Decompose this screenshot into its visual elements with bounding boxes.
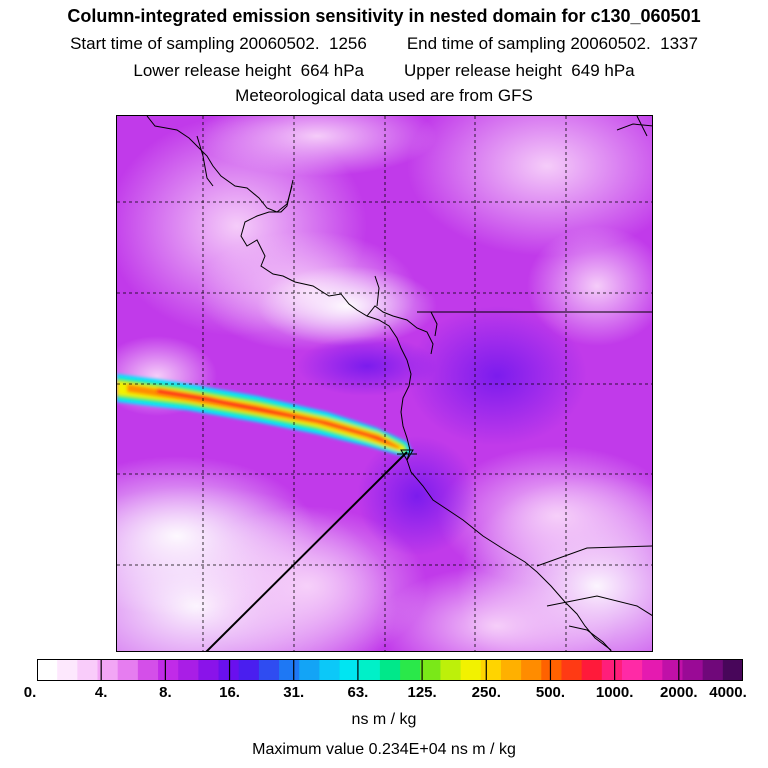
release-height-line: Lower release height 664 hPa Upper releas…: [0, 61, 768, 81]
colorbar-swatch: [581, 659, 603, 681]
sampling-time-line: Start time of sampling 20060502. 1256 End…: [0, 34, 768, 54]
max-value-label: Maximum value 0.234E+04 ns m / kg: [252, 741, 516, 758]
colorbar-swatch: [37, 659, 58, 681]
sensitivity-field: [117, 116, 652, 651]
map-frame: [116, 115, 653, 652]
start-time-label: Start time of sampling: [70, 34, 235, 53]
colorbar-swatch: [500, 659, 522, 681]
colorbar-swatch: [57, 659, 78, 681]
colorbar-swatch: [561, 659, 583, 681]
start-time-value: 20060502. 1256: [239, 34, 367, 53]
colorbar-swatch: [238, 659, 260, 681]
colorbar-swatch: [279, 659, 300, 681]
colorbar-swatch: [440, 659, 462, 681]
coastlines: [146, 116, 652, 651]
map-plot: [117, 116, 652, 651]
colorbar-swatch: [480, 659, 502, 681]
colorbar-tick-label: 16.: [219, 684, 240, 701]
colorbar-swatch: [702, 659, 724, 681]
colorbar-swatch: [137, 659, 159, 681]
colorbar-swatch: [198, 659, 220, 681]
colorbar-swatch: [682, 659, 704, 681]
end-time-label: End time of sampling: [406, 34, 566, 53]
colorbar-swatch: [460, 659, 482, 681]
upper-height-label: Upper release height: [404, 61, 562, 80]
trajectory-line: [205, 451, 408, 651]
colorbar-swatch: [117, 659, 139, 681]
colorbar: [37, 659, 743, 681]
colorbar-swatch: [642, 659, 663, 681]
met-data-note: Meteorological data used are from GFS: [235, 86, 533, 105]
colorbar-swatch: [258, 659, 280, 681]
colorbar-swatch: [359, 659, 381, 681]
end-time-value: 20060502. 1337: [570, 34, 698, 53]
lower-height-label: Lower release height: [133, 61, 292, 80]
colorbar-unit-label: ns m / kg: [351, 711, 417, 728]
colorbar-tick-label: 4000.: [709, 684, 747, 701]
colorbar-swatch: [158, 659, 179, 681]
colorbar-swatch: [319, 659, 341, 681]
colorbar-swatch: [722, 659, 743, 681]
colorbar-swatch: [400, 659, 421, 681]
colorbar-swatch: [379, 659, 401, 681]
colorbar-tick-label: 2000.: [660, 684, 698, 701]
emission-plume: [117, 374, 413, 456]
colorbar-swatch: [601, 659, 623, 681]
colorbar-tick-label: 125.: [407, 684, 437, 701]
colorbar-swatch: [521, 659, 542, 681]
colorbar-tick-label: 0.: [23, 684, 37, 701]
colorbar-swatch: [420, 659, 441, 681]
colorbar-tick-label: 250.: [471, 684, 501, 701]
colorbar-swatch: [662, 659, 683, 681]
plot-title: Column-integrated emission sensitivity i…: [67, 6, 701, 26]
release-point-marker: [397, 449, 417, 461]
lower-height-value: 664 hPa: [300, 61, 364, 80]
colorbar-tick-label: 500.: [535, 684, 566, 701]
colorbar-labels: 0. 4. 8. 16. 31. 63. 125. 250. 500. 1000. 2000. 400…: [0, 684, 768, 706]
colorbar-swatch: [299, 659, 320, 681]
colorbar-swatch: [339, 659, 361, 681]
colorbar-tick-label: 4.: [94, 684, 108, 701]
colorbar-tick-label: 1000.: [595, 684, 634, 701]
colorbar-border: [37, 659, 743, 681]
colorbar-swatch: [97, 659, 119, 681]
colorbar-swatch: [218, 659, 240, 681]
colorbar-tick-label: 31.: [283, 684, 305, 701]
colorbar-swatch: [77, 659, 99, 681]
colorbar-tick-label: 63.: [347, 684, 369, 701]
upper-height-value: 649 hPa: [571, 61, 635, 80]
colorbar-tick-label: 8.: [159, 684, 172, 701]
colorbar-swatch: [621, 659, 643, 681]
colorbar-swatch: [178, 659, 199, 681]
colorbar-swatch: [541, 659, 562, 681]
